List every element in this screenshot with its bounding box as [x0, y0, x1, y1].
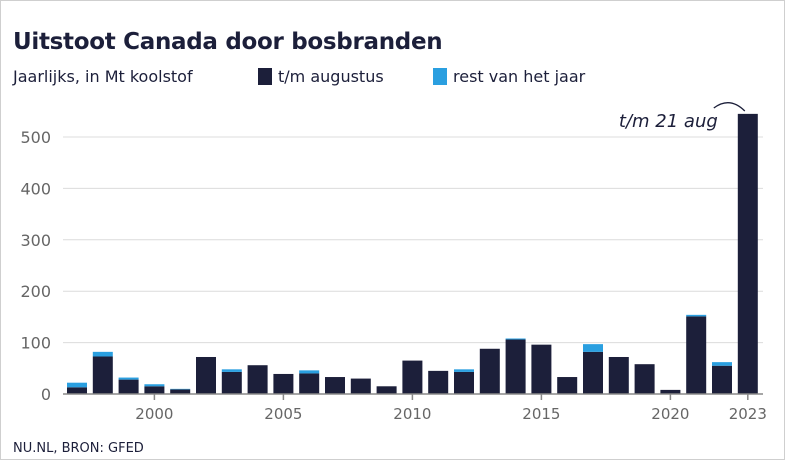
bar-augustus — [350, 378, 371, 394]
bar-augustus — [247, 365, 268, 394]
bar-augustus — [660, 389, 681, 394]
bar-rest — [118, 377, 139, 380]
x-tick-label: 2023 — [729, 405, 767, 423]
bar-rest — [144, 384, 165, 387]
bar-augustus — [712, 365, 732, 394]
bar-augustus — [557, 377, 578, 394]
legend-label: rest van het jaar — [453, 67, 586, 86]
bar-augustus — [428, 370, 449, 394]
bar-augustus — [402, 360, 423, 394]
annotation-label: t/m 21 aug — [619, 111, 718, 132]
x-tick-label: 2010 — [393, 405, 431, 423]
bar-augustus — [170, 389, 191, 394]
legend-swatch — [258, 68, 272, 85]
legend-swatch — [433, 68, 447, 85]
x-tick-label: 2015 — [522, 405, 560, 423]
bar-augustus — [608, 356, 629, 394]
bar-augustus — [531, 344, 552, 394]
bar-rest — [505, 338, 526, 340]
bar-rest — [583, 344, 603, 352]
bar-augustus — [144, 386, 165, 394]
x-tick-label: 2000 — [135, 405, 173, 423]
bar-rest — [170, 388, 191, 390]
bar-augustus — [118, 379, 139, 394]
y-tick-label: 200 — [20, 282, 51, 301]
x-tick-label: 2005 — [264, 405, 302, 423]
legend-item-rest: rest van het jaar — [433, 67, 585, 86]
bar-rest — [686, 314, 707, 317]
bar-augustus — [67, 387, 87, 394]
y-tick-label: 300 — [20, 231, 51, 250]
y-tick-label: 100 — [20, 334, 51, 353]
bar-rest — [454, 369, 474, 372]
y-tick-label: 400 — [20, 179, 51, 198]
bar-augustus — [376, 386, 397, 394]
annotation-arrow — [713, 102, 746, 112]
chart-title: Uitstoot Canada door bosbranden — [13, 29, 443, 55]
legend-label: t/m augustus — [278, 67, 384, 86]
legend-item-augustus: t/m augustus — [258, 67, 384, 86]
bar-rest — [67, 382, 87, 388]
bar-augustus — [479, 348, 500, 394]
bar-rest — [299, 370, 320, 374]
bar-augustus — [686, 316, 707, 394]
bar-rest — [712, 362, 732, 366]
y-tick-label: 0 — [41, 385, 51, 404]
bar-augustus — [634, 364, 655, 394]
y-tick-label: 500 — [20, 128, 51, 147]
bar-augustus — [92, 356, 113, 394]
bar-augustus — [196, 356, 216, 394]
bar-augustus — [505, 339, 526, 394]
bar-augustus — [273, 373, 294, 394]
bar-rest — [221, 369, 242, 372]
x-tick-label: 2020 — [651, 405, 689, 423]
chart-subtitle: Jaarlijks, in Mt koolstof — [13, 67, 193, 86]
bar-augustus — [221, 371, 242, 394]
source-note: NU.NL, BRON: GFED — [13, 441, 144, 456]
bar-augustus — [737, 113, 758, 395]
bar-augustus — [454, 371, 474, 394]
bar-rest — [92, 351, 113, 357]
bar-augustus — [299, 373, 320, 394]
bar-augustus — [325, 377, 345, 394]
bar-augustus — [583, 351, 603, 394]
